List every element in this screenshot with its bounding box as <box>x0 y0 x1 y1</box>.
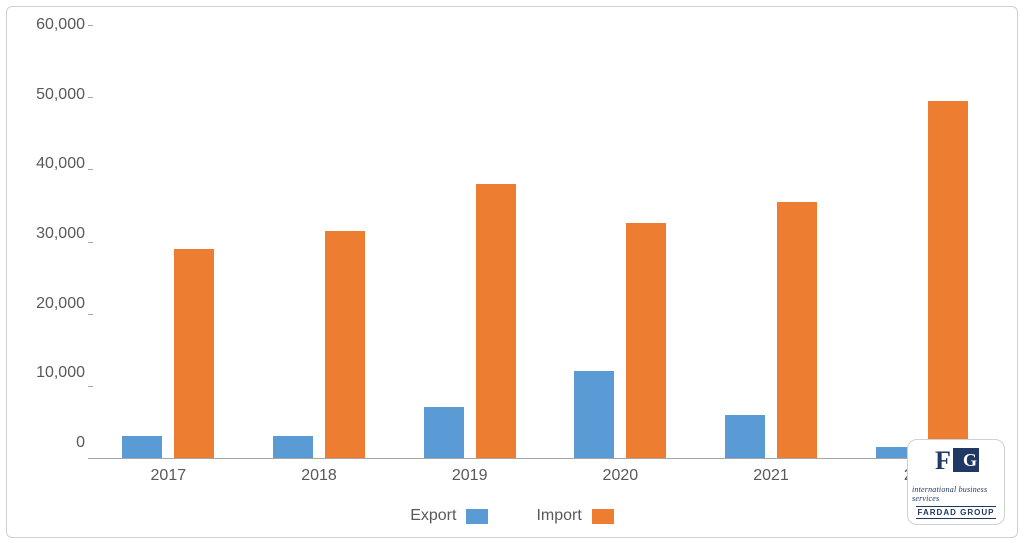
legend-item-export: Export <box>410 507 488 525</box>
y-tick-label: 40,000 <box>27 156 85 172</box>
y-tick-label: 50,000 <box>27 87 85 103</box>
x-tick-label: 2018 <box>244 467 395 485</box>
bar-import <box>777 202 817 458</box>
bar-export <box>424 407 464 458</box>
bar-group <box>93 25 244 458</box>
bar-group <box>696 25 847 458</box>
logo-letter-g: G <box>963 450 977 471</box>
bar-export <box>574 371 614 458</box>
y-tick-mark <box>88 458 93 459</box>
logo-name: FARDAD GROUP <box>916 506 996 519</box>
bar-group <box>545 25 696 458</box>
x-tick-label: 2017 <box>93 467 244 485</box>
bar-export <box>725 415 765 458</box>
bar-import <box>928 101 968 458</box>
plot-wrap <box>93 25 997 459</box>
bar-export <box>273 436 313 458</box>
legend-label: Export <box>410 507 456 525</box>
logo-tagline: international business services <box>912 485 1000 503</box>
chart-body: 60,00050,00040,00030,00020,00010,0000 <box>27 25 997 459</box>
x-axis: 201720182019202020212022 <box>93 467 997 485</box>
bar-import <box>626 223 666 458</box>
x-tick-label: 2019 <box>394 467 545 485</box>
bar-import <box>325 231 365 458</box>
y-tick-label: 0 <box>27 435 85 451</box>
chart-container: 60,000 50,000 40,000 30,000 20,000 10,000 0 20… <box>6 6 1018 538</box>
logo-monogram: F G <box>933 448 979 482</box>
y-tick-label: 10,000 <box>27 365 85 381</box>
y-tick-label: 30,000 <box>27 226 85 242</box>
bar-group <box>846 25 997 458</box>
x-tick-label: 2021 <box>696 467 847 485</box>
plot-area <box>93 25 997 459</box>
y-tick-label: 20,000 <box>27 296 85 312</box>
bar-import <box>174 249 214 458</box>
bars-row <box>93 25 997 458</box>
legend-swatch <box>592 509 614 524</box>
bar-import <box>476 184 516 458</box>
legend: Export Import <box>27 507 997 525</box>
bar-group <box>394 25 545 458</box>
x-tick-label: 2020 <box>545 467 696 485</box>
legend-swatch <box>466 509 488 524</box>
logo-badge: F G international business services FARD… <box>907 439 1005 525</box>
bar-export <box>122 436 162 458</box>
y-axis: 60,00050,00040,00030,00020,00010,0000 <box>27 25 93 459</box>
logo-letter-f: F <box>935 446 951 476</box>
bar-group <box>244 25 395 458</box>
legend-label: Import <box>536 507 581 525</box>
y-tick-label: 60,000 <box>27 17 85 33</box>
legend-item-import: Import <box>536 507 613 525</box>
